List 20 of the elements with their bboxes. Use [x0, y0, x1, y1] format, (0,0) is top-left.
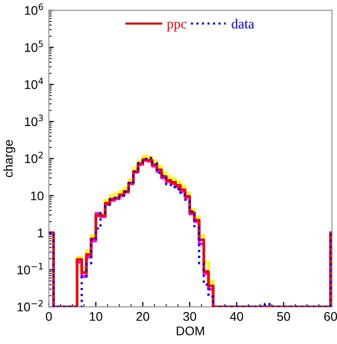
y-tick-label: 10$^{3}$ [24, 114, 43, 126]
y-axis-title: charge [4, 140, 16, 178]
x-tick-label: 20 [136, 312, 150, 321]
y-tick-label: 10$^{−2}$ [18, 300, 43, 312]
y-tick-label: 10$^{5}$ [24, 40, 43, 52]
y-tick-label: 1 [38, 228, 44, 238]
y-tick-label: 10$^{6}$ [24, 3, 44, 15]
x-tick-label: 50 [277, 312, 290, 321]
x-tick-label: 10 [90, 312, 102, 321]
y-tick-label: 10 [31, 191, 44, 200]
x-axis-title: DOM [176, 326, 204, 336]
legend-label: data [232, 18, 254, 29]
y-tick-label: 10$^{−1}$ [18, 263, 43, 274]
x-tick-label: 30 [183, 312, 196, 321]
x-tick-label: 40 [230, 312, 244, 321]
x-tick-label: 0 [46, 312, 52, 321]
y-tick-label: 10$^{4}$ [24, 78, 44, 90]
x-tick-label: 60 [324, 312, 337, 321]
y-tick-label: 10$^{2}$ [24, 152, 43, 164]
legend-label: ppc [166, 22, 186, 32]
